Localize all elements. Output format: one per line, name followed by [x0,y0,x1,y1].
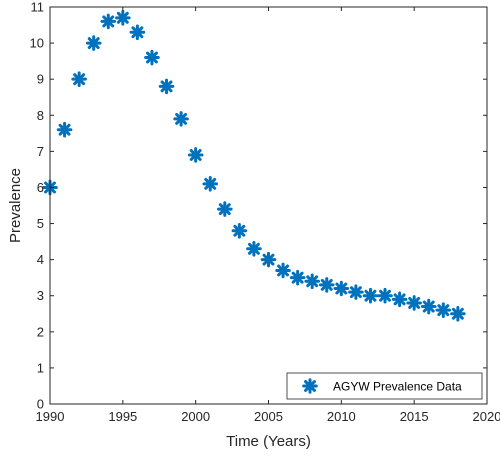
data-point [246,241,262,257]
x-tick-label: 2005 [254,409,283,424]
data-point [260,251,277,268]
data-point [289,269,306,286]
data-point [158,78,175,95]
x-tick-label: 1990 [36,409,65,424]
data-point [304,273,320,290]
data-point [377,287,393,304]
x-axis-title: Time (Years) [226,433,311,450]
data-points [42,10,466,322]
data-point [435,302,452,318]
data-point [217,201,233,217]
data-point [362,287,379,304]
data-point [173,111,189,127]
legend-box [286,372,483,400]
y-tick-label: 0 [37,397,44,412]
y-tick-label: 9 [37,72,44,87]
y-tick-label: 5 [37,216,44,231]
data-point [71,71,87,87]
data-point [129,24,146,41]
data-point [202,176,219,192]
data-point [391,291,408,308]
data-point [231,222,248,239]
legend: AGYW Prevalence Data [286,372,483,400]
x-tick-label: 2020 [473,409,500,424]
tick-labels: 1990 1995 2000 2005 2010 2015 2020 0 1 2 3 4 5 6 7 8 9 10… [30,0,500,424]
data-point [187,147,204,163]
axis-ticks [49,6,488,405]
x-tick-label: 1995 [108,409,137,424]
y-tick-label: 1 [37,360,44,375]
y-tick-label: 8 [37,108,44,123]
data-point [144,49,160,66]
data-point [406,295,422,311]
y-tick-label: 3 [37,288,44,303]
y-tick-label: 2 [37,324,44,339]
y-tick-label: 10 [30,36,44,51]
x-tick-label: 2010 [327,409,356,424]
data-point [333,280,350,297]
plot-frame [49,6,488,405]
y-axis-title: Prevalence [7,168,24,243]
data-point [450,305,466,322]
legend-marker-icon [302,378,318,394]
data-point [85,35,102,51]
x-tick-label: 2000 [181,409,210,424]
data-point [115,10,131,26]
x-tick-label: 2015 [400,409,429,424]
data-point [275,262,291,279]
data-point [420,298,437,315]
data-point [318,277,335,293]
data-point [100,13,117,30]
y-tick-label: 11 [31,0,45,15]
legend-label: AGYW Prevalence Data [333,379,462,393]
y-tick-label: 6 [37,180,44,195]
data-point [56,121,73,138]
y-tick-label: 7 [37,144,44,159]
y-tick-label: 4 [37,252,44,267]
data-point [348,284,364,300]
